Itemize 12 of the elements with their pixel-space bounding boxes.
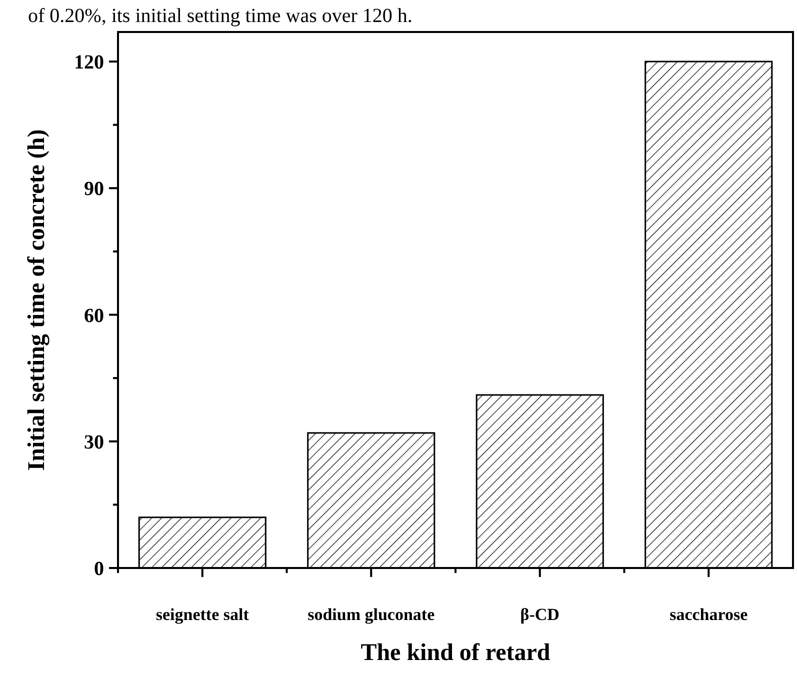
y-tick-label: 90	[84, 178, 104, 200]
x-tick-label: sodium gluconate	[308, 605, 436, 624]
y-tick-label: 60	[84, 304, 104, 327]
text: of 0.20%, its initial setting time was over 120 h.	[28, 5, 412, 27]
x-tick-label: seignette salt	[156, 605, 250, 624]
x-tick-label: saccharose	[670, 605, 748, 624]
y-axis-title: Initial setting time of concrete (h)	[24, 129, 50, 471]
y-tick-label: 120	[74, 52, 104, 74]
y-tick-label: 0	[94, 558, 104, 580]
x-tick-label: β-CD	[520, 605, 560, 624]
x-axis-title: The kind of retard	[360, 640, 551, 666]
y-tick-label: 30	[84, 431, 104, 454]
